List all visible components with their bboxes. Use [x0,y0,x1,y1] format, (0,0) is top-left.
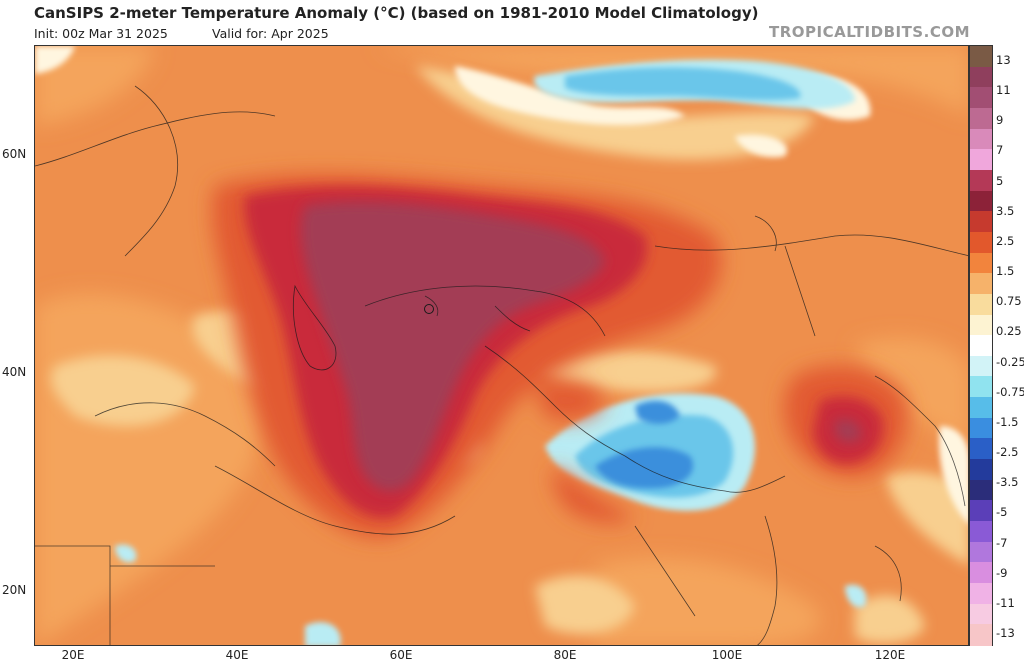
colorbar-label: -0.75 [996,384,1024,399]
lat-label-20n: 20N [2,583,27,597]
colorbar-segment [970,417,992,440]
lon-label-120e: 120E [874,648,906,662]
colorbar-segment [970,169,992,192]
colorbar-segment [970,521,992,543]
colorbar-label: -2.5 [996,445,1019,460]
colorbar-label: 0.75 [996,294,1022,309]
colorbar-label: -3.5 [996,475,1019,490]
colorbar-label: -5 [996,505,1008,520]
colorbar-segment [970,190,992,212]
colorbar-label: 11 [996,83,1011,98]
colorbar-segment [970,583,992,605]
colorbar-label: 2.5 [996,233,1015,248]
colorbar-segment [970,231,992,254]
colorbar-segment [970,335,992,357]
colorbar-segment [970,541,992,563]
colorbar-segment [970,376,992,398]
colorbar-segment [970,500,992,522]
colorbar-segment [970,355,992,378]
site-watermark: TROPICALTIDBITS.COM [769,23,970,41]
lon-label-60e: 60E [389,648,413,662]
colorbar [969,45,993,646]
colorbar-segment [970,211,992,233]
anomaly-strong-warm [300,201,862,492]
colorbar-segment [970,438,992,460]
colorbar-label: 5 [996,173,1004,188]
colorbar-segment [970,252,992,274]
colorbar-label: -1.5 [996,414,1019,429]
colorbar-segment [970,603,992,625]
lat-label-40n: 40N [2,365,27,379]
anomaly-map [34,45,969,646]
colorbar-segment [970,46,992,68]
map-boundaries [35,85,968,645]
map-svg [35,46,968,645]
colorbar-segment [970,624,992,646]
colorbar-segment [970,397,992,419]
colorbar-segment [970,128,992,150]
valid-time: Valid for: Apr 2025 [212,26,329,41]
colorbar-label: 9 [996,113,1004,128]
init-time: Init: 00z Mar 31 2025 [34,26,168,41]
colorbar-segment [970,273,992,295]
colorbar-segment [970,66,992,88]
colorbar-label: 0.25 [996,324,1022,339]
colorbar-segment [970,87,992,109]
colorbar-label: 13 [996,53,1011,67]
colorbar-segment [970,479,992,501]
colorbar-segment [970,149,992,171]
colorbar-segment [970,562,992,584]
lon-label-20e: 20E [61,648,85,662]
colorbar-label: 1.5 [996,264,1015,279]
colorbar-segment [970,314,992,336]
lon-label-80e: 80E [553,648,577,662]
colorbar-label: 3.5 [996,203,1015,218]
lon-label-100e: 100E [711,648,743,662]
colorbar-label: -11 [996,595,1015,610]
colorbar-label: -9 [996,565,1008,580]
colorbar-label: 7 [996,143,1004,158]
lat-label-60n: 60N [2,147,27,161]
colorbar-segment [970,459,992,481]
colorbar-segment [970,293,992,316]
colorbar-label: -13 [996,626,1015,640]
map-marker [424,304,434,314]
colorbar-segment [970,107,992,130]
lon-label-40e: 40E [225,648,249,662]
map-title: CanSIPS 2-meter Temperature Anomaly (°C)… [34,4,759,22]
colorbar-label: -7 [996,535,1008,550]
colorbar-label: -0.25 [996,354,1024,369]
